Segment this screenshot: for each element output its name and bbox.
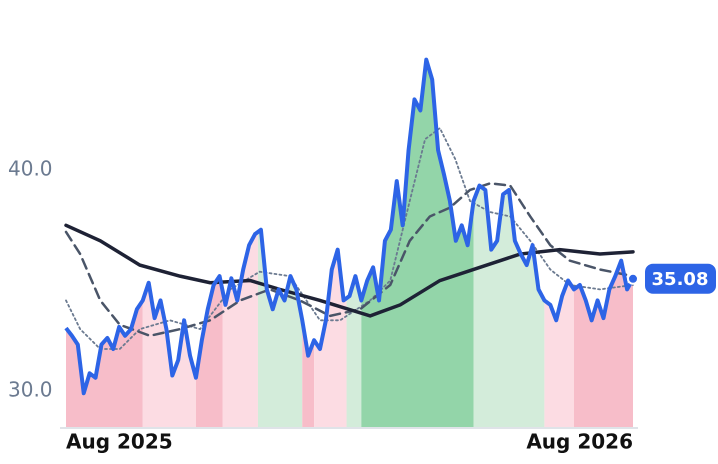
region-band <box>346 59 362 427</box>
y-tick-label: 30.0 <box>8 377 53 401</box>
region-band <box>314 59 347 427</box>
y-tick-label: 40.0 <box>8 157 53 181</box>
region-band <box>257 59 303 427</box>
region-band <box>473 59 545 427</box>
region-band <box>302 59 315 427</box>
region-band <box>573 59 633 427</box>
region-band <box>361 59 474 427</box>
region-band <box>66 59 143 427</box>
price-line <box>64 57 635 396</box>
moving-average <box>64 182 635 338</box>
last-value-badge <box>645 263 716 294</box>
last-point <box>627 272 639 285</box>
region-band <box>544 59 574 427</box>
x-tick-label: Aug 2026 <box>526 430 633 454</box>
last-value-label: 35.08 <box>652 269 709 290</box>
moving-average <box>64 223 635 318</box>
regions <box>66 59 633 427</box>
x-tick-label: Aug 2025 <box>66 430 173 454</box>
region-band <box>222 59 258 427</box>
